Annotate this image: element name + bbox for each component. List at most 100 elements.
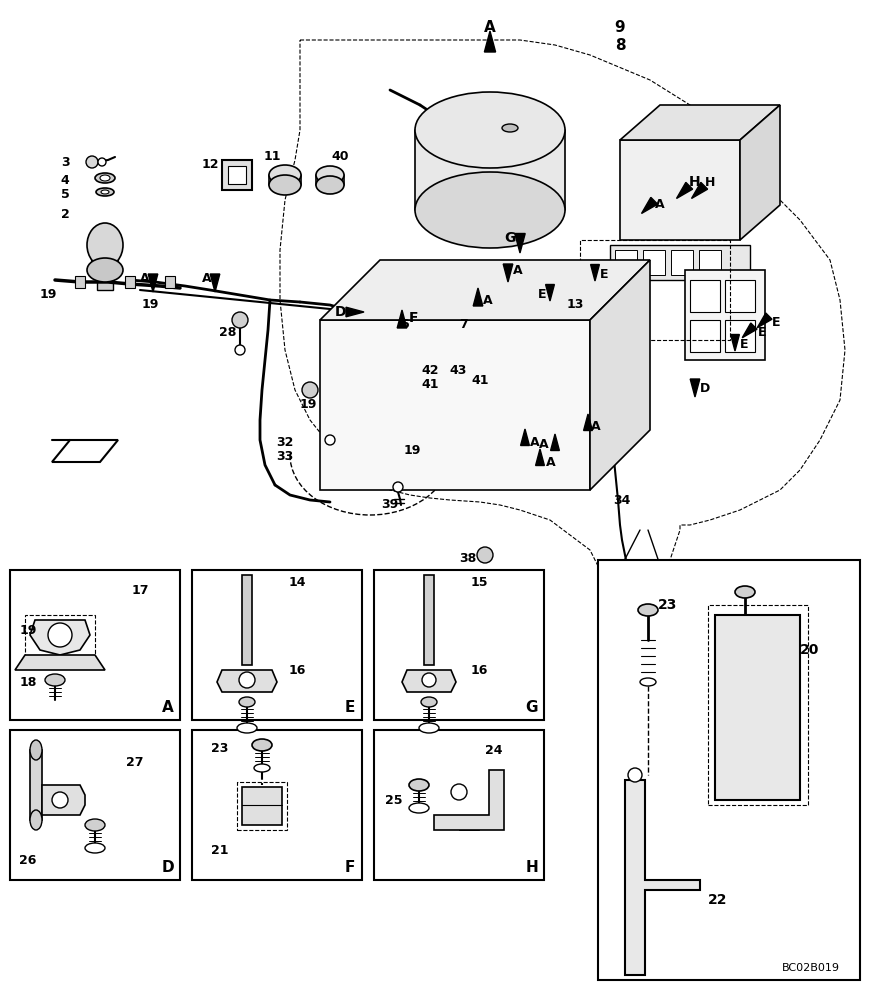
Text: 11: 11 (263, 150, 281, 163)
Polygon shape (402, 670, 456, 692)
Polygon shape (521, 429, 530, 446)
Text: 41: 41 (422, 378, 439, 391)
Bar (425, 315, 435, 328)
Polygon shape (320, 260, 650, 320)
Text: E: E (345, 700, 356, 716)
Circle shape (86, 156, 98, 168)
Bar (242, 575, 252, 665)
Polygon shape (642, 197, 657, 213)
Text: 34: 34 (613, 493, 631, 506)
Ellipse shape (269, 175, 301, 195)
Text: E: E (538, 288, 546, 302)
Bar (242, 787, 282, 825)
Polygon shape (692, 182, 708, 198)
Text: 33: 33 (276, 450, 294, 464)
Polygon shape (320, 320, 590, 490)
Bar (374, 570, 544, 720)
Bar (580, 240, 730, 340)
Ellipse shape (252, 739, 272, 751)
Ellipse shape (316, 166, 344, 184)
Bar (735, 670, 780, 685)
Ellipse shape (237, 723, 257, 733)
Ellipse shape (96, 188, 114, 196)
Ellipse shape (415, 172, 565, 248)
Ellipse shape (85, 843, 105, 853)
Polygon shape (620, 105, 780, 140)
Bar (435, 385, 459, 425)
Text: 17: 17 (131, 584, 149, 596)
Ellipse shape (638, 604, 658, 616)
Bar (30, 750, 42, 820)
Polygon shape (15, 655, 105, 670)
Polygon shape (715, 615, 800, 800)
Text: 41: 41 (472, 373, 488, 386)
Ellipse shape (87, 223, 123, 267)
Ellipse shape (415, 92, 565, 168)
Polygon shape (730, 334, 739, 351)
Text: 8: 8 (615, 37, 626, 52)
Text: D: D (334, 305, 346, 319)
Bar (720, 635, 795, 680)
Ellipse shape (640, 678, 656, 686)
Bar (628, 917, 640, 935)
Text: BC02B019: BC02B019 (782, 963, 840, 973)
Text: H: H (525, 860, 539, 876)
Text: 3: 3 (61, 155, 70, 168)
Text: 26: 26 (19, 854, 37, 866)
Bar (720, 745, 795, 790)
Text: 6: 6 (400, 318, 409, 332)
Text: 40: 40 (331, 150, 348, 163)
Text: E: E (740, 338, 748, 352)
Text: H: H (705, 176, 715, 190)
Bar (237, 782, 287, 830)
Text: 39: 39 (381, 498, 399, 512)
Bar (10, 570, 180, 720)
Text: 18: 18 (19, 676, 37, 688)
Polygon shape (690, 379, 700, 397)
Text: 5: 5 (61, 188, 70, 200)
Bar (628, 942, 640, 960)
Polygon shape (536, 449, 545, 466)
Text: 42: 42 (422, 363, 439, 376)
Bar (192, 570, 362, 720)
Text: A: A (202, 271, 212, 284)
Polygon shape (551, 434, 560, 450)
Circle shape (239, 672, 255, 688)
Text: G: G (504, 231, 516, 245)
Bar (192, 730, 362, 880)
Text: 14: 14 (289, 576, 305, 588)
Text: 20: 20 (800, 643, 819, 657)
Polygon shape (346, 307, 364, 317)
Circle shape (451, 784, 467, 800)
Text: 38: 38 (459, 552, 477, 564)
Circle shape (393, 482, 403, 492)
Ellipse shape (254, 764, 270, 772)
Ellipse shape (30, 740, 42, 760)
Bar (228, 166, 246, 184)
Bar (430, 435, 520, 460)
Bar (708, 605, 808, 805)
Polygon shape (473, 288, 483, 306)
Bar (75, 276, 85, 288)
Bar (690, 280, 720, 312)
Bar (702, 175, 732, 225)
Polygon shape (620, 140, 740, 240)
Text: H: H (689, 175, 700, 189)
Polygon shape (217, 670, 277, 692)
Bar (125, 276, 135, 288)
Polygon shape (625, 780, 700, 975)
Circle shape (232, 312, 248, 328)
Polygon shape (30, 620, 90, 655)
Circle shape (302, 382, 318, 398)
Bar (725, 320, 755, 352)
Text: E: E (758, 326, 766, 338)
Bar (628, 892, 640, 910)
Bar (491, 385, 515, 425)
Text: 23: 23 (658, 598, 678, 612)
Bar (97, 272, 113, 290)
Polygon shape (148, 274, 158, 292)
Ellipse shape (45, 674, 65, 686)
Bar (598, 560, 860, 980)
Circle shape (477, 547, 493, 563)
Text: F: F (345, 860, 356, 876)
